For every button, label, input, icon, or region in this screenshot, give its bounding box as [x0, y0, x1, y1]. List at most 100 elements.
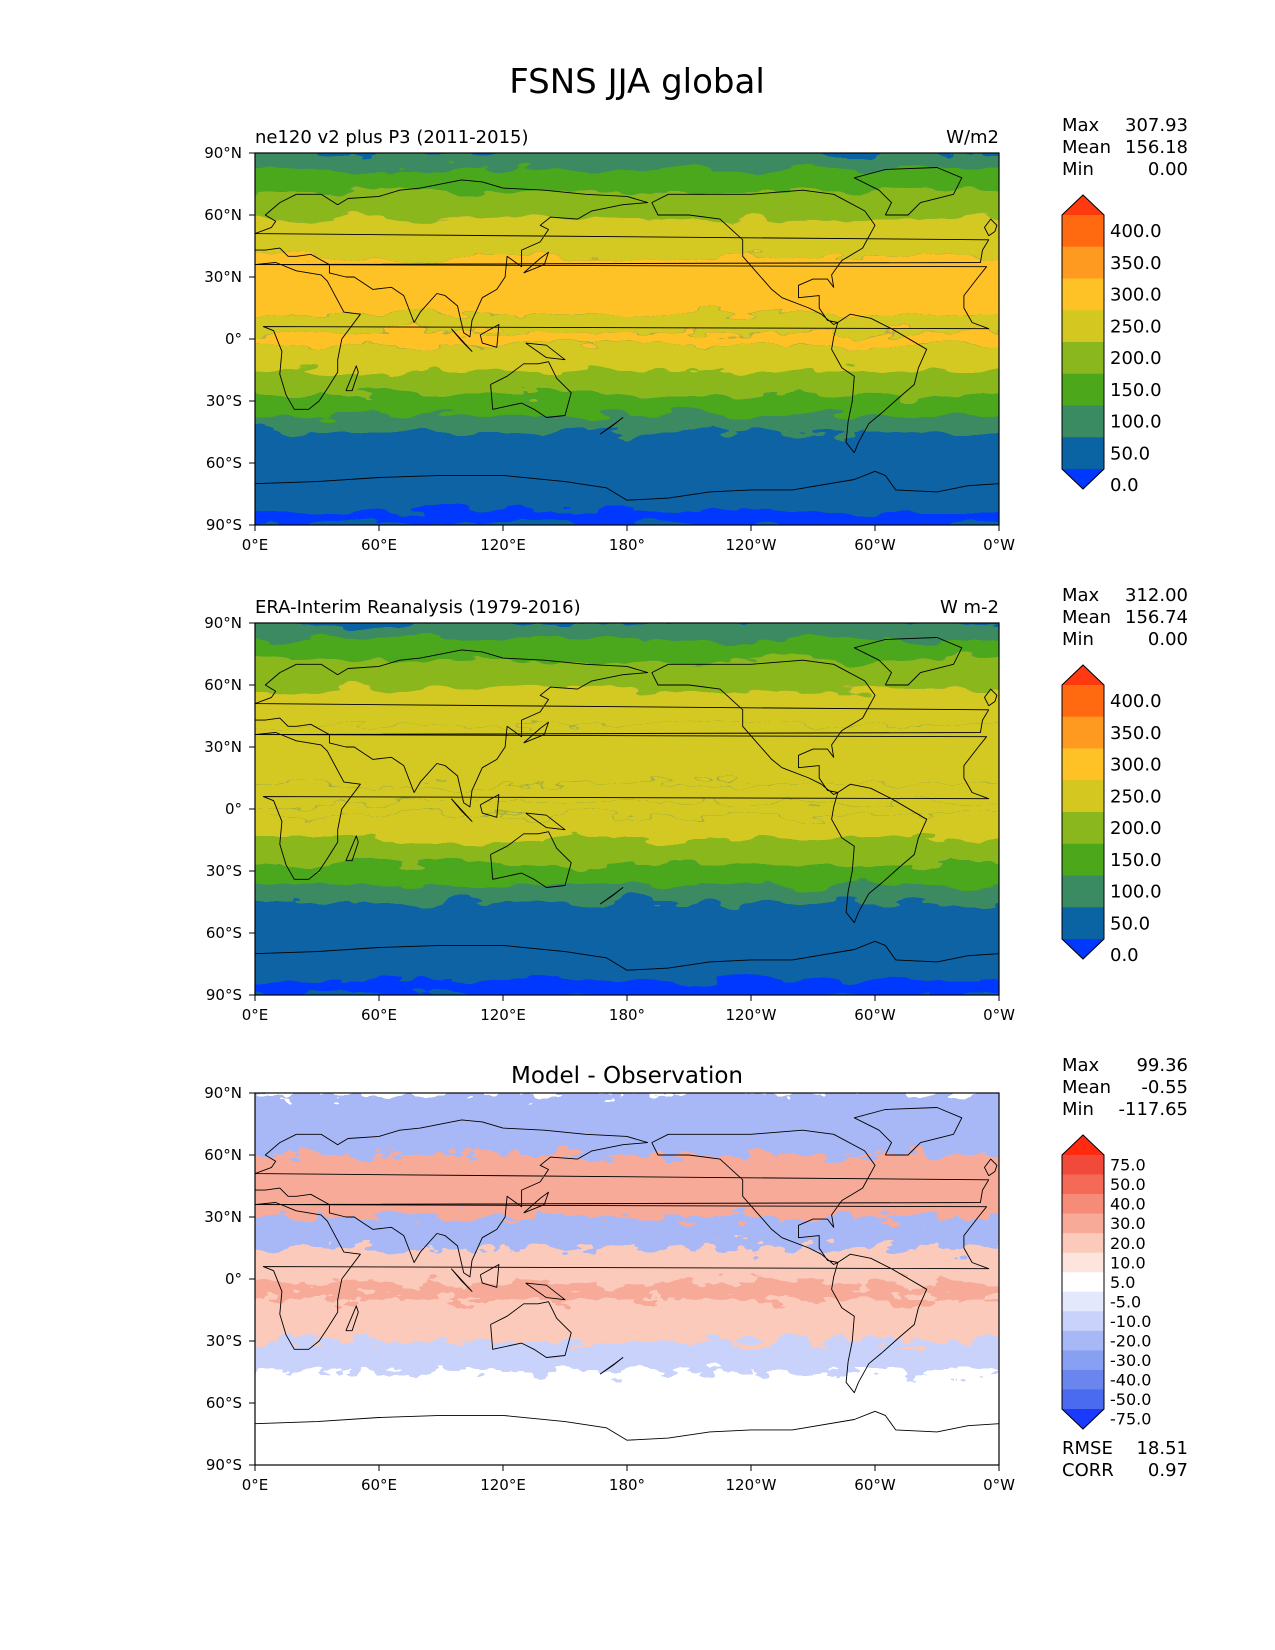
colorbar-outline — [1061, 194, 1105, 490]
colorbar-segment — [1062, 246, 1104, 279]
colorbar-segment — [1062, 843, 1104, 876]
stat-value: 0.00 — [1148, 159, 1188, 180]
lat-tick-label: 30°N — [204, 738, 242, 756]
map-field — [255, 623, 999, 995]
map-field — [255, 153, 999, 525]
contour-band — [255, 885, 999, 902]
colorbar-tick-label: 400.0 — [1110, 221, 1162, 242]
lon-tick-label: 120°W — [726, 536, 777, 554]
lat-tick-label: 90°S — [206, 1456, 242, 1474]
stat-label: Min — [1062, 159, 1094, 180]
lat-tick-label: 90°N — [204, 144, 242, 162]
stat-label: Mean — [1062, 1077, 1111, 1098]
lon-tick-label: 0°E — [242, 1006, 269, 1024]
stat-value: 156.18 — [1125, 137, 1188, 158]
stat-value: -0.55 — [1141, 1077, 1188, 1098]
lat-tick-label: 30°S — [206, 862, 242, 880]
contour-band — [255, 1093, 999, 1155]
colorbar-tick-label: 350.0 — [1110, 723, 1162, 744]
lon-tick-label: 0°W — [983, 536, 1015, 554]
coastline — [255, 167, 999, 501]
stat-label: Max — [1062, 585, 1100, 606]
contour-band — [255, 623, 999, 640]
contour-bands — [255, 1093, 999, 1465]
stat-value: 312.00 — [1125, 585, 1188, 606]
colorbar-segment — [1062, 812, 1104, 845]
contour-band — [255, 980, 999, 995]
colorbar-segment — [1062, 716, 1104, 749]
colorbar-segment — [1062, 1311, 1104, 1332]
colorbar-tick-label: 0.0 — [1110, 475, 1139, 496]
colorbar-tick-label: -10.0 — [1110, 1312, 1151, 1331]
colorbar-tick-label: 150.0 — [1110, 850, 1162, 871]
colorbar-segment — [1062, 1252, 1104, 1273]
colorbar-segment — [1062, 1155, 1104, 1176]
colorbar-segment — [1062, 1350, 1104, 1371]
contour-band — [255, 802, 999, 816]
contour-bands — [255, 623, 999, 995]
colorbar-tick-label: 100.0 — [1110, 882, 1162, 903]
colorbar-tick-label: -50.0 — [1110, 1390, 1151, 1409]
panel-title: Model - Observation — [511, 1063, 743, 1089]
colorbar-tick-label: 250.0 — [1110, 786, 1162, 807]
colorbar-tick-label: -5.0 — [1110, 1292, 1141, 1311]
figure-title: FSNS JJA global — [509, 62, 765, 102]
stat-value: 156.74 — [1125, 607, 1188, 628]
colorbar: 400.0 350.0 300.0 250.0 200.0 150.0 100.0 50.0 0… — [1061, 664, 1162, 966]
contour-band — [255, 784, 999, 803]
colorbar-segment — [1062, 1369, 1104, 1390]
colorbar-segment — [1062, 310, 1104, 343]
contour-band — [255, 864, 999, 886]
lat-tick-label: 0° — [225, 1270, 242, 1288]
colorbar-segment — [1062, 1233, 1104, 1254]
panel-units: W m-2 — [940, 597, 999, 618]
colorbar-tick-label: 200.0 — [1110, 818, 1162, 839]
stat-value: 18.51 — [1136, 1438, 1188, 1459]
lat-tick-label: 0° — [225, 330, 242, 348]
colorbar-extend-bottom — [1062, 469, 1104, 489]
panel-units: W/m2 — [946, 127, 999, 148]
lon-tick-label: 60°E — [361, 1476, 397, 1494]
colorbar-segment — [1062, 437, 1104, 470]
contour-band — [255, 1155, 999, 1217]
stat-label: RMSE — [1062, 1438, 1113, 1459]
lon-tick-label: 180° — [609, 1006, 645, 1024]
lat-tick-label: 30°S — [206, 1332, 242, 1350]
colorbar-segment — [1062, 1194, 1104, 1215]
colorbar-tick-label: -20.0 — [1110, 1331, 1151, 1350]
lon-tick-label: 180° — [609, 1476, 645, 1494]
colorbar-segment — [1062, 1272, 1104, 1293]
colorbar-outline — [1061, 664, 1105, 960]
contour-band — [255, 639, 999, 661]
lon-tick-label: 0°W — [983, 1006, 1015, 1024]
colorbar-tick-label: 50.0 — [1110, 443, 1150, 464]
lon-tick-label: 0°E — [242, 1476, 269, 1494]
stat-label: Min — [1062, 629, 1094, 650]
lat-tick-label: 60°N — [204, 206, 242, 224]
colorbar-segment — [1062, 748, 1104, 781]
stat-label: Min — [1062, 1099, 1094, 1120]
lon-tick-label: 60°E — [361, 1006, 397, 1024]
colorbar-extend-top — [1062, 1135, 1104, 1155]
lat-tick-label: 90°S — [206, 516, 242, 534]
colorbar-tick-label: 200.0 — [1110, 348, 1162, 369]
colorbar-tick-label: 250.0 — [1110, 316, 1162, 337]
colorbar-tick-label: 50.0 — [1110, 913, 1150, 934]
coastline — [255, 637, 999, 971]
panel-title: ne120 v2 plus P3 (2011-2015) — [255, 127, 529, 148]
contour-band — [255, 415, 999, 432]
map-field — [255, 1093, 999, 1465]
lon-tick-label: 120°E — [480, 1006, 526, 1024]
colorbar-segment — [1062, 907, 1104, 940]
colorbar: 75.050.040.030.020.010.05.0-5.0-10.0-20.… — [1061, 1134, 1151, 1430]
lat-tick-label: 90°N — [204, 1084, 242, 1102]
stat-label: Max — [1062, 115, 1100, 136]
colorbar-extend-top — [1062, 195, 1104, 215]
map-panel-obs: ERA-Interim Reanalysis (1979-2016) W m-2 0… — [204, 585, 1188, 1024]
colorbar-segment — [1062, 1389, 1104, 1410]
stat-label: CORR — [1062, 1460, 1114, 1481]
colorbar-extend-top — [1062, 665, 1104, 685]
lat-tick-label: 60°N — [204, 676, 242, 694]
contour-band — [255, 394, 999, 416]
contour-band — [255, 689, 999, 727]
